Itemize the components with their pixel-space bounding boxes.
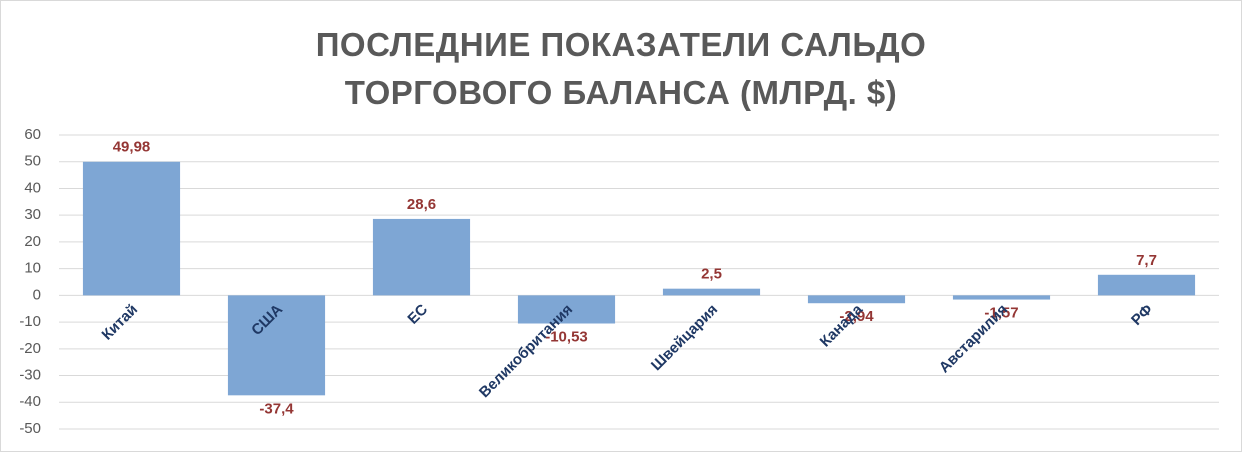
y-tick-label: 0 <box>33 286 41 303</box>
bar <box>82 161 181 296</box>
value-label: -2,94 <box>839 308 874 325</box>
bar <box>952 295 1051 300</box>
value-label: 2,5 <box>701 266 722 283</box>
y-tick-label: 60 <box>24 126 41 143</box>
y-tick-label: 10 <box>24 260 41 277</box>
x-tick-label: Австарилия <box>936 301 1011 376</box>
bar <box>1097 274 1196 296</box>
y-tick-label: -10 <box>19 313 41 330</box>
y-tick-label: 20 <box>24 233 41 250</box>
bar <box>372 218 471 296</box>
y-tick-label: 30 <box>24 206 41 223</box>
value-label: 28,6 <box>407 196 436 213</box>
value-label: -10,53 <box>545 328 588 345</box>
bar <box>227 295 326 396</box>
value-label: -1,57 <box>984 305 1018 322</box>
chart-title: ПОСЛЕДНИЕ ПОКАЗАТЕЛИ САЛЬДО ТОРГОВОГО БА… <box>315 26 927 111</box>
value-label: -37,4 <box>259 400 294 417</box>
value-label: 7,7 <box>1136 252 1157 269</box>
bar <box>517 295 616 324</box>
bar <box>807 295 906 304</box>
y-tick-label: 40 <box>24 179 41 196</box>
y-tick-label: -40 <box>19 393 41 410</box>
value-label: 49,98 <box>113 139 151 156</box>
x-tick-label: РФ <box>1128 301 1156 329</box>
y-tick-label: 50 <box>24 153 41 170</box>
x-tick-label: ЕС <box>404 301 431 328</box>
y-tick-label: -50 <box>19 420 41 437</box>
y-tick-label: -30 <box>19 367 41 384</box>
x-tick-label: Швейцария <box>648 301 721 374</box>
bar <box>662 288 761 296</box>
y-tick-label: -20 <box>19 340 41 357</box>
